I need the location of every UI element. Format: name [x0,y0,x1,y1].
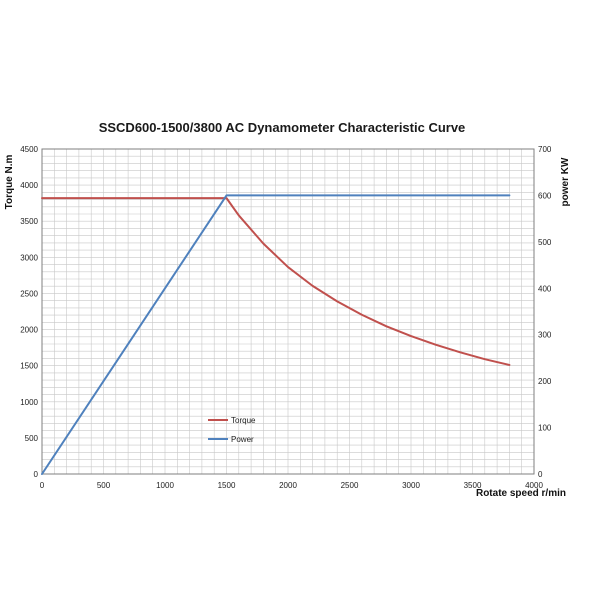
plot-area [41,148,535,475]
x-tick-label: 0 [40,481,45,490]
right-tick-label: 0 [538,470,543,479]
left-axis-ticks: 0 500 1000 1500 2000 2500 3000 3500 4000 4500 [20,145,38,479]
series-line-torque [41,197,511,366]
x-tick-label: 2500 [341,481,359,490]
x-tick-label: 4000 [525,481,543,490]
left-tick-label: 3500 [20,217,38,226]
right-tick-label: 600 [538,191,552,200]
left-tick-label: 2500 [20,289,38,298]
left-tick-label: 3000 [20,253,38,262]
x-tick-label: 1000 [156,481,174,490]
left-tick-label: 4000 [20,181,38,190]
legend: Torque Power [208,416,256,444]
series-line-power [41,194,511,475]
x-tick-label: 500 [97,481,111,490]
right-tick-label: 500 [538,238,552,247]
right-tick-label: 100 [538,424,552,433]
grid [42,149,534,474]
right-axis-ticks: 0 100 200 300 400 500 600 700 [538,145,552,479]
left-tick-label: 2000 [20,326,38,335]
left-tick-label: 0 [34,470,39,479]
x-tick-label: 2000 [279,481,297,490]
x-tick-label: 1500 [218,481,236,490]
right-tick-label: 300 [538,331,552,340]
x-tick-label: 3000 [402,481,420,490]
chart-title: SSCD600-1500/3800 AC Dynamometer Charact… [99,120,466,135]
left-tick-label: 1000 [20,398,38,407]
series-layer [41,194,511,475]
right-tick-label: 400 [538,284,552,293]
left-tick-label: 4500 [20,145,38,154]
x-axis-title: Rotate speed r/min [476,488,566,499]
left-axis-title: Torque N.m [4,154,15,209]
x-axis-ticks: 0 500 1000 1500 2000 2500 3000 3500 4000 [40,481,544,490]
right-tick-label: 200 [538,377,552,386]
left-tick-label: 1500 [20,362,38,371]
left-tick-label: 500 [25,434,39,443]
legend-label-power: Power [231,435,254,444]
right-tick-label: 700 [538,145,552,154]
x-tick-label: 3500 [464,481,482,490]
legend-label-torque: Torque [231,416,256,425]
right-axis-title: power KW [560,157,571,206]
